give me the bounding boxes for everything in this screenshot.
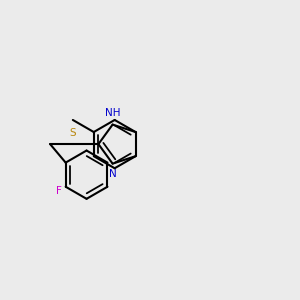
Text: N: N bbox=[109, 169, 116, 179]
Text: NH: NH bbox=[105, 108, 120, 118]
Text: S: S bbox=[70, 128, 76, 138]
Text: F: F bbox=[56, 186, 62, 196]
